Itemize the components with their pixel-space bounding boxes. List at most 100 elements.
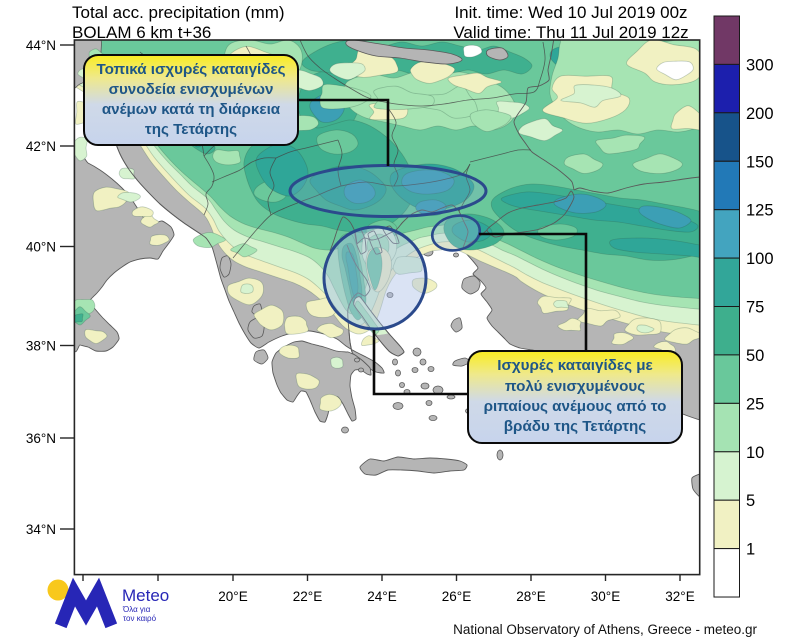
coastline [367,230,383,255]
island-shape [412,347,422,357]
coastline [356,204,460,245]
precip-fringe-patch [361,335,380,347]
precip-fringe-patch [131,206,154,218]
colorbar-segment [713,548,740,598]
colorbar-segment [713,402,740,453]
precip-fringe-patch [74,136,88,162]
colorbar: 300 200 150 125 100 75 50 25 10 5 1 [713,15,774,598]
colorbar-segment [713,257,740,308]
storm-warning-box-east: Ισχυρές καταιγίδες με πολύ ενισχυμένους … [467,350,683,444]
island-shape [392,402,404,410]
colorbar-tick-label: 200 [746,105,774,123]
country-border [211,157,277,183]
colorbar-tick-label: 100 [746,250,774,268]
box1-line3: ανέμων κατά τη διάρκεια [101,101,281,118]
island-shape [452,357,471,367]
logo-m-mark [54,577,118,629]
precip-light-patch [632,153,683,175]
coastline [573,176,700,194]
colorbar-segment [713,354,740,404]
land-shape [691,473,700,498]
precip-streak-chalkidiki [337,227,398,335]
precip-core [316,129,359,155]
precip-light-patch [463,44,483,58]
lon-tick-label: 26°E [442,589,471,604]
coastline [513,40,575,191]
lat-tick-label: 42°N [26,139,56,154]
storm-ellipse-dardanelles [430,214,482,252]
colorbar-tick-label: 50 [746,347,764,365]
precip-fringe-patch [117,192,141,203]
precip-core [553,193,607,214]
island-shape [461,275,481,295]
island-shape [341,426,349,434]
box2-line4: βράδυ της Τετάρτης [503,418,647,436]
colorbar-segment [713,63,740,114]
colorbar-segment [713,112,740,162]
lon-tick-label: 30°E [591,589,620,604]
precip-fringe-patch [392,256,424,275]
map-content [74,40,700,498]
precip-light-patch [329,62,366,81]
time-info-block: Init. time: Wed 10 Jul 2019 00z Valid ti… [434,3,708,42]
logo-tagline-1: Όλα για [122,605,151,614]
logo-tagline-2: τον καιρό [123,614,157,623]
precip-fringe-patch [553,299,569,309]
island-shape [428,415,438,421]
storm-ellipse-bulgaria-thrace [288,164,488,218]
box2-line1: Ισχυρές καταιγίδες με [497,357,653,375]
precip-fringe-patch [577,307,621,327]
precip-fringe-patch [636,324,655,334]
island-shape [358,367,364,373]
box1-line1: Τοπικά ισχυρές καταιγίδες [96,61,286,79]
precip-light-patch [656,60,694,81]
island-shape [419,358,427,366]
lat-tick-label: 34°N [26,522,56,537]
precip-fringe-patch [295,372,320,390]
colorbar-tick-label: 5 [746,492,755,510]
init-time: Init. time: Wed 10 Jul 2019 00z [454,3,688,22]
colorbar-segment [713,209,740,259]
precip-fringe-patch [283,315,309,335]
precip-light-patch [192,231,226,249]
box2-line2: πολύ ενισχυμένους [504,377,646,395]
island-shape [386,292,394,298]
callout-line-box2-ellipse [479,232,588,350]
logo-wordmark: Meteo [122,586,169,605]
island-shape [425,400,433,406]
island-shape [450,317,463,333]
axes: 44°N 42°N 40°N 38°N 36°N 34°N 20°E 22°E 24°E 26°E… [26,38,695,604]
colorbar-segment [713,160,740,211]
valid-time: Valid time: Thu 11 Jul 2019 12z [453,22,689,42]
precip-fringe-patch [319,393,342,412]
precip-light-patch [319,83,372,110]
storm-circle-north-greece [322,225,428,331]
island-shape [354,357,360,363]
coastline-euboea [353,296,405,357]
precip-core [638,205,692,229]
country-border [337,139,343,187]
land-shape [359,456,468,476]
island-shape [399,382,405,388]
colorbar-segment [713,306,740,356]
precip-light-patch [560,84,622,108]
country-border [458,163,471,212]
callout-line-box1 [299,98,390,166]
precip-core [609,237,700,258]
colorbar-tick-label: 75 [746,299,764,317]
country-border [469,149,532,163]
box1-line2: συνοδεία ενισχυμένων [108,81,274,99]
island-shape [253,349,269,365]
island-shape [395,369,401,377]
colorbar-segment [713,499,740,550]
precip-fringe-patch [240,283,254,294]
country-border [373,41,546,107]
precip-core [401,169,455,195]
colorbar-tick-label: 150 [746,153,774,171]
storm-warning-box-west: Τοπικά ισχυρές καταιγίδες συνοδεία ενισχ… [83,54,299,146]
colorbar-tick-label: 10 [746,444,764,462]
precip-fringe-patch [278,344,300,359]
